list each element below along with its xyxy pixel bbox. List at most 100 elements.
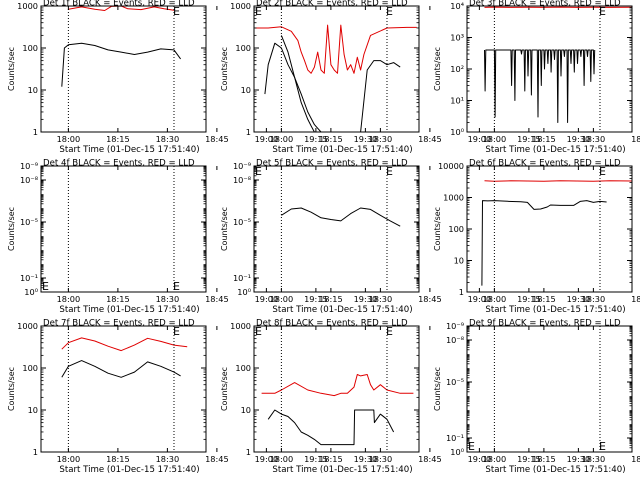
- x-tick-label: 18:30: [369, 454, 393, 464]
- x-tick-label: 18:45: [205, 294, 229, 304]
- plot-frame: [466, 5, 633, 133]
- y-tick-label: 10⁻⁸: [446, 335, 464, 345]
- y-axis-label: Counts/sec: [433, 47, 442, 91]
- e-marker: E: [255, 5, 262, 18]
- x-tick-label: 18:15: [106, 294, 130, 304]
- x-tick-label: 18:00: [270, 454, 294, 464]
- e-marker: E: [386, 5, 393, 18]
- panel-title: Det 1f BLACK = Events, RED = LLD: [43, 0, 195, 9]
- x-tick-label: 18:30: [369, 134, 393, 144]
- x-tick-label: 18:00: [270, 294, 294, 304]
- x-tick-label: 18:00: [57, 294, 81, 304]
- x-tick-label: 18:00: [483, 134, 507, 144]
- y-tick-label: 10⁻⁹: [446, 321, 464, 331]
- x-tick-label: 18:30: [156, 454, 180, 464]
- y-tick-label: 10⁻⁵: [233, 217, 251, 227]
- y-tick-label: 10⁻⁸: [20, 175, 38, 185]
- y-tick-label: 10⁻⁹: [233, 161, 251, 171]
- y-tick-label: 1000: [17, 321, 38, 331]
- x-tick-label: 18:15: [106, 454, 130, 464]
- panel-title: Det 4f BLACK = Events, RED = LLD: [43, 159, 195, 169]
- x-tick-label: 19:15: [304, 294, 328, 304]
- y-tick-label: 10000: [438, 161, 464, 171]
- x-tick-label: 18:45: [631, 134, 640, 144]
- y-tick-label: 1: [33, 127, 38, 137]
- events-series-line: [280, 35, 315, 132]
- y-tick-label: 10¹: [450, 96, 464, 106]
- x-tick-label: 18:45: [205, 134, 229, 144]
- series-group: [61, 337, 188, 378]
- x-tick-label: 19:15: [517, 134, 541, 144]
- events-series-line: [264, 42, 401, 132]
- events-series-line: [481, 200, 607, 286]
- x-axis-label: Start Time (01-Dec-15 17:51:40): [485, 145, 625, 155]
- panel-title: Det 5f BLACK = Events, RED = LLD: [256, 159, 408, 169]
- plot-frame: [253, 5, 420, 133]
- x-tick-label: 18:15: [532, 454, 556, 464]
- y-tick-label: 10: [28, 85, 38, 95]
- events-series-line: [61, 42, 182, 87]
- x-tick-label: 19:00: [468, 454, 492, 464]
- x-tick-label: 18:30: [582, 134, 606, 144]
- panel-title: Det 9f BLACK = Events, RED = LLD: [469, 319, 621, 329]
- e-marker: E: [173, 325, 180, 338]
- plot-frame: [253, 165, 420, 293]
- e-marker: E: [599, 440, 606, 453]
- x-tick-label: 19:30: [354, 454, 378, 464]
- x-tick-label: 18:30: [369, 294, 393, 304]
- panel-title: Det 3f BLACK = Events, RED = LLD: [469, 0, 621, 9]
- x-tick-label: 18:15: [106, 134, 130, 144]
- lld-series-line: [61, 337, 188, 352]
- x-tick-label: 19:00: [468, 134, 492, 144]
- y-tick-label: 1: [459, 287, 464, 297]
- y-tick-label: 1000: [230, 321, 251, 331]
- e-marker: E: [468, 440, 475, 453]
- e-marker: E: [599, 5, 606, 18]
- x-axis-label: Start Time (01-Dec-15 17:51:40): [59, 305, 199, 315]
- y-tick-label: 10: [454, 256, 464, 266]
- x-tick-label: 18:00: [57, 454, 81, 464]
- y-tick-label: 10⁻¹: [20, 273, 38, 283]
- x-tick-label: 18:30: [156, 294, 180, 304]
- x-tick-label: 19:15: [517, 454, 541, 464]
- series-group: [281, 207, 401, 227]
- y-tick-label: 100: [235, 363, 251, 373]
- y-tick-label: 10⁰: [237, 287, 251, 297]
- x-tick-label: 18:15: [532, 134, 556, 144]
- plot-frame: [466, 165, 633, 293]
- panel-title: Det 8f BLACK = Events, RED = LLD: [256, 319, 408, 329]
- y-tick-label: 10³: [450, 33, 464, 43]
- x-tick-label: 19:00: [255, 294, 279, 304]
- y-tick-label: 1: [246, 127, 251, 137]
- y-tick-label: 10⁻⁹: [20, 161, 38, 171]
- y-tick-label: 10⁰: [450, 447, 464, 457]
- y-axis-label: Counts/sec: [433, 367, 442, 411]
- e-marker: E: [255, 165, 262, 178]
- x-tick-label: 19:30: [567, 134, 591, 144]
- x-tick-label: 18:00: [270, 134, 294, 144]
- events-series-line: [61, 360, 181, 378]
- chart-panel-1: Det 1f BLACK = Events, RED = LLD E 18:00 18…: [7, 0, 377, 155]
- lld-series-line: [261, 374, 414, 397]
- y-axis-label: Counts/sec: [220, 47, 229, 91]
- x-axis-label: Start Time (01-Dec-15 17:51:40): [272, 465, 412, 475]
- x-tick-label: 18:45: [205, 454, 229, 464]
- x-axis-label: Start Time (01-Dec-15 17:51:40): [272, 305, 412, 315]
- x-tick-label: 18:00: [483, 294, 507, 304]
- plot-frame: [40, 325, 207, 453]
- plot-frame: [40, 165, 207, 293]
- x-axis-label: Start Time (01-Dec-15 17:51:40): [485, 305, 625, 315]
- panel-title: Det 2f BLACK = Events, RED = LLD: [256, 0, 408, 9]
- x-tick-label: 18:15: [319, 454, 343, 464]
- y-tick-label: 10⁴: [450, 1, 464, 11]
- e-marker: E: [42, 280, 49, 293]
- x-tick-label: 19:30: [354, 134, 378, 144]
- x-tick-label: 18:45: [631, 454, 640, 464]
- y-axis-label: Counts/sec: [220, 367, 229, 411]
- y-tick-label: 10⁻¹: [233, 273, 251, 283]
- e-marker: E: [386, 165, 393, 178]
